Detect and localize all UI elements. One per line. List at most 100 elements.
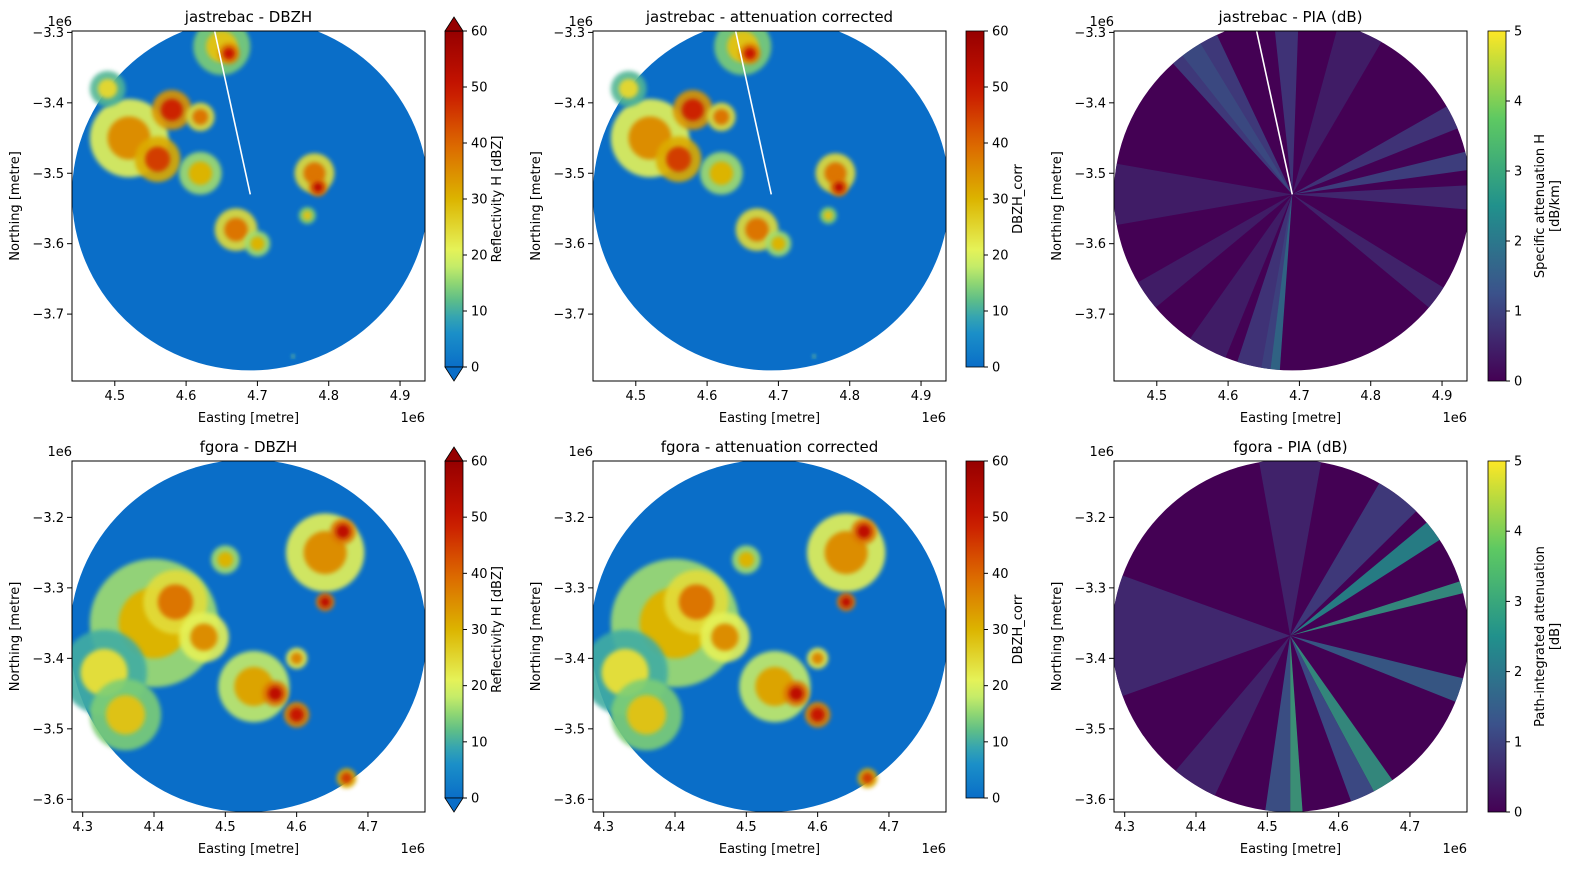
x-tick-label: 4.7 [247, 389, 268, 404]
y-tick-label: −3.7 [32, 308, 64, 323]
colorbar-tick-label: 20 [992, 679, 1009, 694]
colorbar-tick-label: 50 [992, 511, 1009, 526]
echo-cell [681, 98, 704, 121]
y-tick-label: −3.5 [32, 167, 64, 182]
y-tick-label: −3.4 [553, 96, 585, 111]
attenuation-beam [1292, 31, 1382, 195]
x-tick-label: 4.5 [1146, 389, 1167, 404]
attenuation-beam [1290, 635, 1374, 802]
y-tick-label: −3.6 [32, 237, 64, 252]
attenuation-beam [1175, 635, 1291, 796]
y-tick-label: −3.5 [553, 167, 585, 182]
plot-area [72, 31, 425, 371]
colorbar: 0 10 20 30 40 50 60 Reflectivity H [dBZ] [444, 16, 505, 382]
echo-cell [812, 355, 816, 358]
y-tick-label: −3.7 [1074, 308, 1106, 323]
colorbar-gradient [965, 30, 985, 368]
panel-title: fgora - attenuation corrected [661, 438, 878, 456]
x-axis-label: Easting [metre] [198, 842, 299, 857]
attenuation-beam [1292, 106, 1458, 195]
blocked-beam [1255, 31, 1294, 195]
echo-cell [789, 686, 804, 701]
colorbar-tick-label: 40 [471, 567, 488, 582]
attenuation-beam [1259, 461, 1322, 636]
colorbar-tick-label: 0 [992, 792, 1000, 807]
panel-6: 4.3 4.4 4.5 4.6 4.7 −3.2 −3.3 −3.4 −3.5 −3.6 fgora… [1050, 438, 1563, 857]
echo-cell [713, 109, 730, 125]
axes-frame [1113, 460, 1468, 813]
panel-5: 4.3 4.4 4.5 4.6 4.7 −3.2 −3.3 −3.4 −3.5 −3.6 fgora… [529, 438, 1026, 857]
y-offset-label: 1e6 [47, 15, 72, 30]
colorbar: 0 10 20 30 40 50 60 DBZH_corr [965, 25, 1026, 376]
colorbar-gradient [444, 30, 464, 368]
echo-cell [105, 695, 146, 735]
echo-cell [856, 524, 872, 539]
colorbar-label: Path-integrated attenuation [1533, 546, 1548, 727]
echo-cell [223, 47, 235, 60]
y-tick-label: −3.3 [1074, 26, 1106, 41]
y-tick-label: −3.3 [32, 26, 64, 41]
colorbar-tick-label: 60 [471, 455, 488, 470]
echo-cell [291, 355, 295, 358]
colorbar-label: DBZH_corr [1011, 594, 1026, 664]
echo-cell [190, 623, 218, 651]
colorbar: 0 1 2 3 4 5 Specific attenuation H [dB/km] [1487, 25, 1563, 390]
colorbar-tick-label: 1 [1514, 735, 1522, 750]
x-tick-label: 4.7 [1400, 820, 1421, 835]
colorbar-tick-label: 10 [992, 305, 1009, 320]
colorbar: 0 10 20 30 40 50 60 DBZH_corr [965, 455, 1026, 807]
echo-cell [666, 146, 692, 172]
x-tick-label: 4.6 [697, 389, 718, 404]
colorbar-gradient [444, 460, 464, 799]
y-offset-label: 1e6 [568, 15, 593, 30]
y-tick-label: −3.7 [553, 308, 585, 323]
x-tick-label: 4.6 [1328, 820, 1349, 835]
echo-cell [711, 623, 739, 651]
echo-cell [618, 78, 639, 99]
echo-cell [224, 217, 248, 242]
x-tick-label: 4.4 [1186, 820, 1207, 835]
y-tick-label: −3.4 [1074, 652, 1106, 667]
colorbar-tick-label: 10 [471, 305, 488, 320]
axes-frame [71, 460, 426, 813]
x-tick-label: 4.6 [1218, 389, 1239, 404]
echo-cell [810, 707, 825, 722]
echo-cell [341, 772, 353, 784]
colorbar-tick-label: 2 [1514, 665, 1522, 680]
colorbar-tick-label: 30 [992, 623, 1009, 638]
colorbar-tick-label: 4 [1514, 525, 1522, 540]
colorbar-tick-label: 5 [1514, 455, 1522, 470]
panel-3: 4.5 4.6 4.7 4.8 4.9 −3.3 −3.4 −3.5 −3.6 −3.7 jastr… [1050, 8, 1563, 426]
x-axis-label: Easting [metre] [198, 411, 299, 426]
colorbar-tick-label: 40 [471, 137, 488, 152]
axes-frame [71, 30, 426, 382]
colorbar-tick-label: 30 [992, 193, 1009, 208]
axes-frame [1113, 30, 1468, 382]
x-axis-label: Easting [metre] [1240, 842, 1341, 857]
x-offset-label: 1e6 [921, 411, 946, 426]
attenuation-beam [1290, 635, 1464, 702]
colorbar: 0 1 2 3 4 5 Path-integrated attenuation [dB] [1487, 455, 1563, 821]
x-axis-label: Easting [metre] [719, 842, 820, 857]
attenuation-beam [1292, 194, 1444, 308]
x-tick-label: 4.3 [593, 820, 614, 835]
attenuation-beam [1290, 635, 1303, 812]
colorbar-tick-label: 50 [471, 81, 488, 96]
plot-area [1114, 461, 1467, 812]
colorbar-tick-label: 50 [992, 81, 1009, 96]
colorbar-tick-label: 0 [1514, 375, 1522, 390]
x-tick-label: 4.8 [839, 389, 860, 404]
echo-cell [302, 210, 313, 221]
x-tick-label: 4.6 [286, 820, 307, 835]
panel-title: fgora - DBZH [200, 438, 298, 456]
colorbar-tick-label: 5 [1514, 25, 1522, 40]
y-tick-label: −3.4 [32, 96, 64, 111]
echo-cell [335, 524, 351, 539]
x-offset-label: 1e6 [1442, 411, 1467, 426]
attenuation-beam [1114, 575, 1291, 697]
echo-cell [833, 182, 845, 193]
y-offset-label: 1e6 [1089, 445, 1114, 460]
colorbar-extend-max [444, 446, 464, 462]
y-tick-label: −3.3 [1074, 581, 1106, 596]
attenuation-beam [1265, 635, 1291, 812]
